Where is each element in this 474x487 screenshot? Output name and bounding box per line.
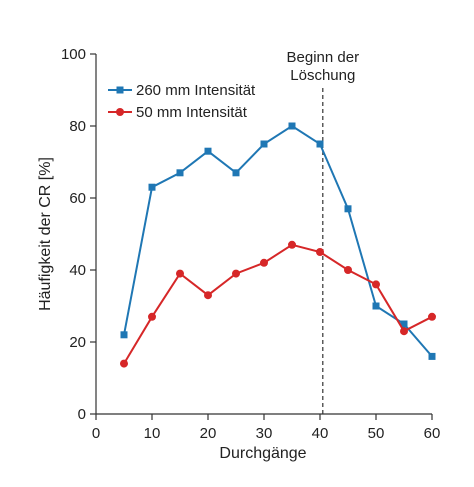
series-1-point xyxy=(120,331,128,339)
y-axis-title: Häufigkeit der CR [%] xyxy=(37,157,54,311)
x-tick-label: 0 xyxy=(92,425,100,442)
series-2-point xyxy=(232,269,240,278)
series-2-point xyxy=(120,359,128,368)
x-tick-label: 30 xyxy=(256,425,273,442)
legend-marker-2 xyxy=(116,108,124,116)
legend-label-2: 50 mm Intensität xyxy=(136,104,248,121)
series-2-point xyxy=(260,258,268,267)
y-tick-label: 0 xyxy=(78,406,86,423)
extinction-start-label: Löschung xyxy=(290,67,355,84)
series-1-point xyxy=(204,147,212,155)
series-2-point xyxy=(400,327,408,336)
series-2-point xyxy=(176,269,184,278)
legend-marker-1 xyxy=(116,86,124,94)
axes: 0 20 40 60 80 100 0 10 20 30 40 50 60 xyxy=(61,46,440,442)
series-1-point xyxy=(372,302,380,310)
series-layer xyxy=(120,122,436,368)
series-1-point xyxy=(232,169,240,177)
series-1-point xyxy=(288,122,296,130)
series-1-point xyxy=(344,205,352,213)
series-2-point xyxy=(288,240,296,249)
y-tick-label: 80 xyxy=(69,118,86,135)
x-tick-label: 50 xyxy=(368,425,385,442)
x-tick-label: 20 xyxy=(200,425,217,442)
legend: 260 mm Intensität 50 mm Intensität xyxy=(108,82,256,121)
y-tick-label: 40 xyxy=(69,262,86,279)
series-line-2 xyxy=(123,243,433,365)
y-tick-label: 100 xyxy=(61,46,86,63)
series-2-point xyxy=(428,312,436,321)
series-2-point xyxy=(372,280,380,289)
y-tick-label: 20 xyxy=(69,334,86,351)
series-1-point xyxy=(400,320,408,328)
series-1-point xyxy=(176,169,184,177)
series-1-point xyxy=(148,183,156,191)
extinction-start-label: Beginn der xyxy=(287,49,360,66)
x-axis-title: Durchgänge xyxy=(219,445,306,462)
series-1-point xyxy=(316,140,324,148)
x-tick-label: 60 xyxy=(424,425,441,442)
series-2-point xyxy=(316,248,324,256)
x-tick-label: 10 xyxy=(144,425,161,442)
series-1-point xyxy=(428,352,436,360)
x-tick-label: 40 xyxy=(312,425,329,442)
series-line-1 xyxy=(123,124,433,358)
legend-label-1: 260 mm Intensität xyxy=(136,82,256,99)
y-tick-label: 60 xyxy=(69,190,86,207)
series-2-point xyxy=(148,312,156,321)
series-2-point xyxy=(204,291,212,300)
series-2-point xyxy=(344,266,352,274)
series-1-point xyxy=(260,140,268,148)
